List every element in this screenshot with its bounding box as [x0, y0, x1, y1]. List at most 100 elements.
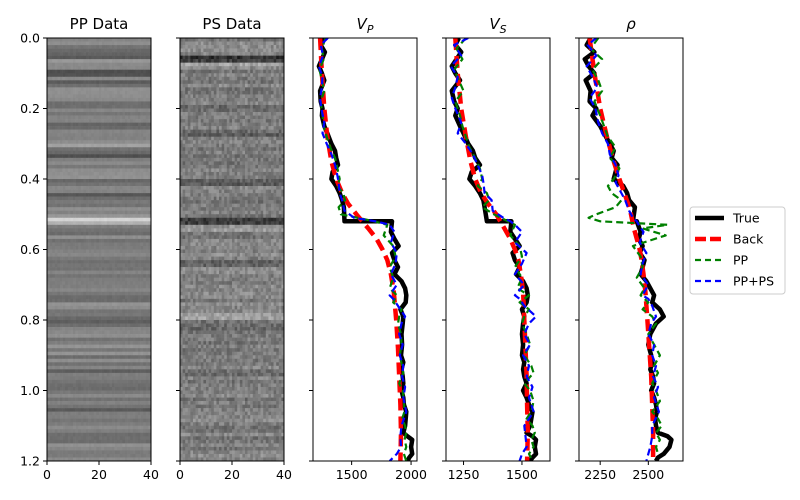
- image-cell: [73, 235, 76, 240]
- image-cell: [112, 200, 115, 204]
- image-cell: [86, 291, 89, 296]
- image-cell: [65, 316, 69, 321]
- image-cell: [122, 394, 126, 398]
- image-cell: [119, 274, 123, 278]
- image-cell: [96, 228, 100, 233]
- image-cell: [135, 193, 139, 197]
- image-cell: [91, 207, 95, 212]
- image-cell: [112, 228, 115, 233]
- image-cell: [281, 45, 285, 49]
- image-cell: [130, 182, 134, 187]
- image-cell: [117, 189, 121, 194]
- image-cell: [260, 45, 264, 49]
- image-cell: [78, 376, 82, 381]
- image-cell: [265, 52, 269, 56]
- image-cell: [132, 108, 136, 113]
- image-cell: [135, 83, 139, 88]
- image-cell: [125, 344, 128, 349]
- image-cell: [47, 397, 50, 402]
- image-cell: [112, 348, 115, 353]
- image-cell: [75, 355, 79, 360]
- image-cell: [135, 320, 139, 324]
- image-cell: [114, 224, 118, 229]
- image-cell: [106, 312, 110, 317]
- image-cell: [130, 376, 134, 381]
- image-cell: [86, 94, 89, 99]
- image-cell: [75, 90, 79, 95]
- image-cell: [122, 376, 126, 381]
- image-cell: [86, 228, 89, 233]
- image-cell: [187, 48, 191, 53]
- image-cell: [93, 143, 97, 148]
- image-cell: [67, 179, 71, 183]
- image-cell: [114, 415, 118, 419]
- image-cell: [125, 228, 128, 233]
- image-cell: [143, 450, 147, 455]
- image-cell: [109, 52, 113, 56]
- image-cell: [143, 302, 147, 307]
- image-cell: [49, 161, 53, 166]
- image-cell: [117, 379, 121, 384]
- image-cell: [99, 365, 102, 370]
- image-cell: [65, 453, 69, 458]
- image-cell: [271, 41, 274, 46]
- image-cell: [78, 38, 82, 42]
- image-cell: [127, 62, 131, 67]
- image-cell: [122, 281, 126, 286]
- image-cell: [62, 104, 66, 109]
- image-cell: [99, 404, 102, 409]
- image-cell: [130, 309, 134, 314]
- image-cell: [52, 122, 56, 127]
- image-cell: [96, 161, 100, 166]
- image-cell: [78, 59, 82, 63]
- image-cell: [88, 443, 92, 448]
- image-cell: [65, 344, 69, 349]
- image-cell: [127, 372, 131, 377]
- image-cell: [109, 200, 113, 204]
- image-cell: [99, 330, 102, 335]
- image-cell: [49, 362, 53, 367]
- image-cell: [138, 457, 141, 462]
- image-cell: [88, 55, 92, 60]
- image-cell: [62, 432, 66, 437]
- image-cell: [138, 394, 141, 398]
- image-cell: [62, 62, 66, 67]
- image-cell: [62, 157, 66, 162]
- image-cell: [57, 453, 61, 458]
- image-cell: [143, 446, 147, 451]
- image-cell: [91, 41, 95, 46]
- image-cell: [96, 270, 100, 275]
- image-cell: [60, 112, 63, 116]
- image-cell: [112, 330, 115, 335]
- image-cell: [62, 224, 66, 229]
- image-cell: [101, 104, 105, 109]
- image-cell: [99, 203, 102, 208]
- image-cell: [75, 101, 79, 106]
- image-cell: [119, 38, 123, 42]
- image-cell: [114, 76, 118, 81]
- image-cell: [208, 48, 212, 53]
- image-cell: [106, 214, 110, 219]
- image-cell: [73, 446, 76, 451]
- image-cell: [86, 210, 89, 215]
- image-cell: [132, 90, 136, 95]
- image-cell: [109, 323, 113, 328]
- image-cell: [54, 270, 58, 275]
- image-cell: [60, 52, 63, 56]
- image-cell: [104, 281, 108, 286]
- image-cell: [135, 386, 139, 391]
- image-cell: [140, 126, 144, 130]
- image-cell: [106, 73, 110, 78]
- image-cell: [75, 291, 79, 296]
- image-cell: [130, 245, 134, 250]
- image-cell: [130, 189, 134, 194]
- image-cell: [88, 171, 92, 176]
- image-cell: [106, 200, 110, 204]
- image-cell: [88, 337, 92, 342]
- image-cell: [47, 253, 50, 257]
- image-cell: [119, 62, 123, 67]
- image-cell: [96, 168, 100, 173]
- image-cell: [112, 38, 115, 42]
- image-cell: [130, 228, 134, 233]
- image-cell: [145, 179, 149, 183]
